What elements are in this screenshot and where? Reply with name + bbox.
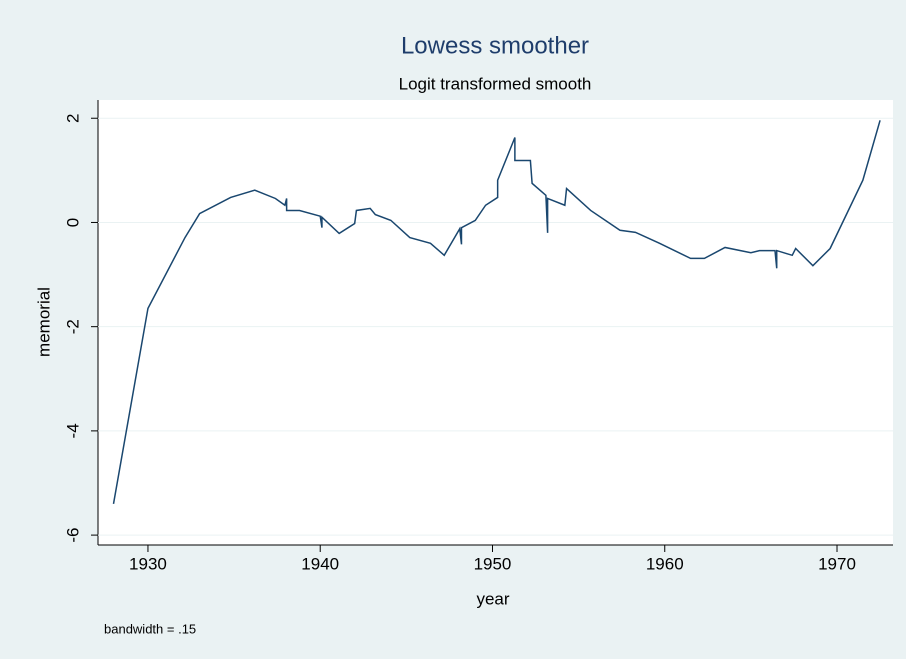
- x-axis-label: year: [476, 589, 509, 608]
- y-tick-label: 0: [63, 218, 82, 227]
- plot-area: [98, 100, 893, 545]
- chart-subtitle: Logit transformed smooth: [399, 74, 592, 93]
- y-tick-label: -6: [63, 528, 82, 543]
- chart-title: Lowess smoother: [401, 32, 589, 59]
- x-tick-label: 1950: [474, 554, 512, 573]
- y-tick-label: -4: [63, 423, 82, 438]
- x-tick-label: 1930: [129, 554, 167, 573]
- x-tick-label: 1960: [646, 554, 684, 573]
- y-axis-label: memorial: [34, 287, 53, 357]
- line: [112, 120, 881, 504]
- x-tick-label: 1970: [818, 554, 856, 573]
- y-tick-label: 2: [63, 114, 82, 123]
- note: bandwidth = .15: [104, 621, 196, 636]
- x-tick-label: 1940: [301, 554, 339, 573]
- y-tick-label: -2: [63, 319, 82, 334]
